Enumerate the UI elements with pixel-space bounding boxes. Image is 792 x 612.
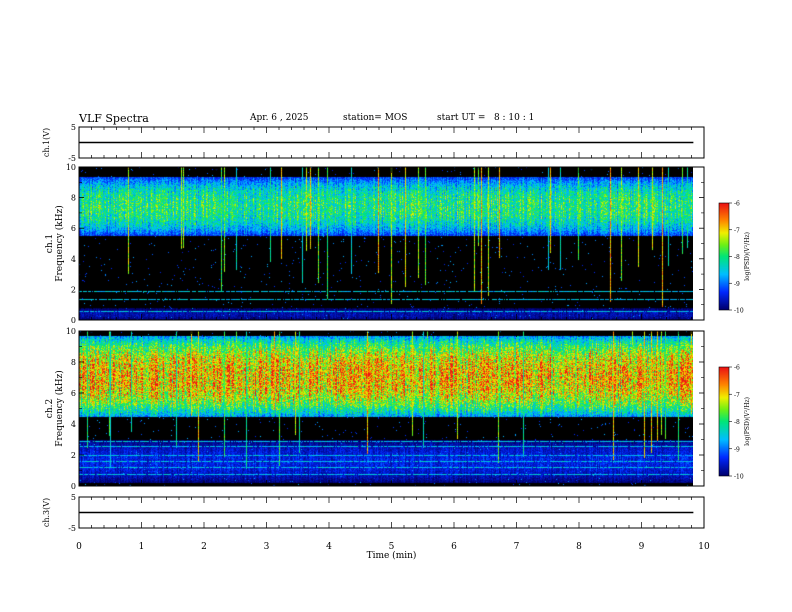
ytick-label: -5 [68,524,76,533]
xtick-label: 8 [576,542,582,552]
colorbar-tick-label: -8 [734,254,740,261]
start-time-label: start UT = 8 : 10 : 1 [437,113,535,123]
ytick-label: 4 [71,420,76,429]
ytick-label: 0 [71,482,76,491]
xtick-label: 6 [451,542,457,552]
ylabel-channel: ch.1 [45,234,55,253]
ytick-label: 4 [71,255,76,264]
xtick-label: 5 [389,542,395,552]
colorbar-tick-label: -7 [734,392,740,399]
ytick-label: 6 [71,224,76,233]
colorbar-tick-label: -10 [734,308,744,315]
ch2-ylabel: ch.2 Frequency (kHz) [45,370,65,447]
x-axis-label: Time (min) [367,550,417,561]
colorbar-label: log(PSD)(V²/Hz) [744,397,751,446]
xtick-label: 0 [76,542,82,552]
ytick-label: 8 [71,358,76,367]
ytick-label: 10 [66,327,76,336]
xtick-label: 1 [139,542,145,552]
ytick-label: 2 [71,451,76,460]
xtick-label: 9 [639,542,645,552]
ch3-ylabel: ch.3(V) [42,498,51,527]
ytick-label: 6 [71,389,76,398]
ylabel-text: ch.1(V) [42,128,51,157]
colorbar-label: log(PSD)(V²/Hz) [744,232,751,281]
colorbar [719,367,729,476]
xtick-label: 2 [201,542,207,552]
ytick-label: 5 [71,493,76,502]
ylabel-unit: Frequency (kHz) [54,370,65,447]
station-label: station= MOS [343,113,408,123]
date-label: Apr. 6 , 2025 [250,113,309,123]
xtick-label: 4 [326,542,332,552]
ytick-label: 5 [71,123,76,132]
colorbar-label-text: log(PSD)(V²/Hz) [744,232,751,281]
ch1-spectrogram-image [79,167,693,320]
colorbar-tick-label: -8 [734,419,740,426]
ylabel-unit: Frequency (kHz) [54,205,65,282]
ytick-label: 10 [66,163,76,172]
ch1-ylabel: ch.1(V) [42,128,51,157]
colorbar-tick-label: -9 [734,446,740,453]
xtick-label: 10 [698,542,710,552]
xtick-label: 7 [514,542,520,552]
ch2-spectrogram-image [79,331,693,486]
colorbar [719,203,729,310]
ch1-ylabel: ch.1 Frequency (kHz) [45,205,65,282]
ytick-label: 2 [71,285,76,294]
ylabel-channel: ch.2 [45,399,55,418]
figure-title: VLF Spectra [79,112,149,125]
ylabel-text: ch.3(V) [42,498,51,527]
ytick-label: 0 [71,316,76,325]
colorbar-tick-label: -10 [734,474,744,481]
colorbar-label-text: log(PSD)(V²/Hz) [744,397,751,446]
colorbar-tick-label: -9 [734,281,740,288]
colorbar-tick-label: -7 [734,227,740,234]
ytick-label: -5 [68,154,76,163]
xtick-label: 3 [264,542,270,552]
colorbar-tick-label: -6 [734,201,740,208]
colorbar-tick-label: -6 [734,365,740,372]
ytick-label: 8 [71,194,76,203]
